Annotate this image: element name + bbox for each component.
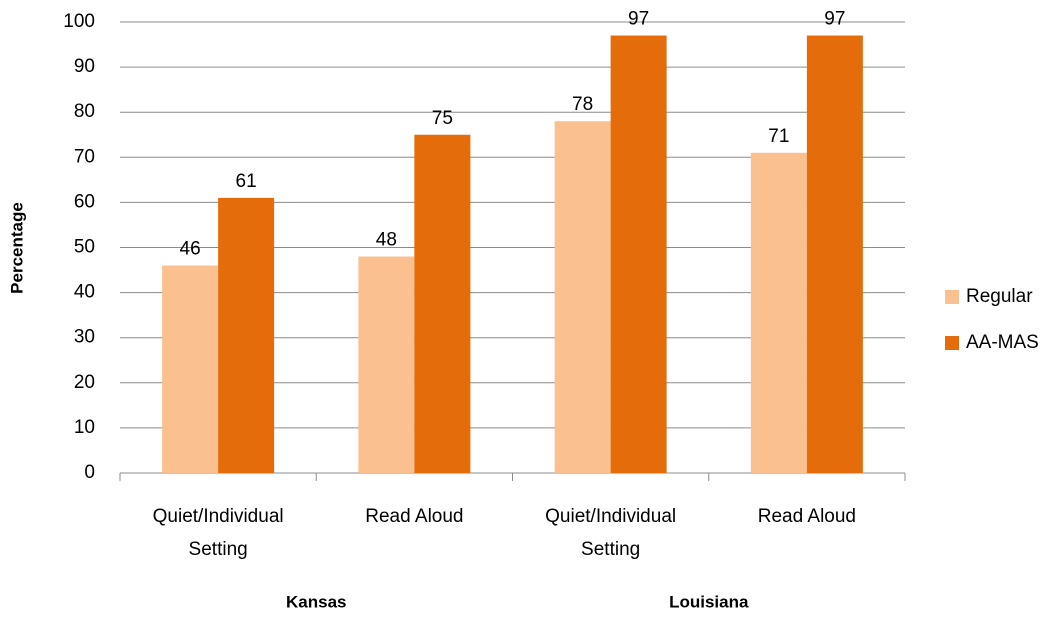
bar: [414, 134, 471, 473]
legend-label: Regular: [966, 286, 1033, 307]
x-tick-label: Setting: [189, 539, 248, 560]
y-tick-label: 100: [63, 11, 95, 32]
group-label: Louisiana: [669, 592, 749, 611]
y-axis-label: Percentage: [7, 202, 26, 294]
data-label: 97: [628, 9, 649, 30]
data-label: 71: [768, 126, 789, 147]
y-tick-label: 80: [74, 101, 95, 122]
y-tick-label: 90: [74, 56, 95, 77]
x-tick-label: Setting: [581, 539, 640, 560]
data-label: 46: [180, 239, 201, 260]
data-label: 61: [236, 171, 257, 192]
y-tick-label: 0: [84, 462, 95, 483]
y-tick-label: 30: [74, 327, 95, 348]
legend-swatch: [945, 290, 959, 304]
y-tick-label: 40: [74, 282, 95, 303]
bar: [218, 197, 275, 473]
y-tick-label: 10: [74, 417, 95, 438]
y-tick-label: 70: [74, 146, 95, 167]
x-tick-label: Quiet/Individual: [153, 506, 284, 527]
bar: [358, 256, 415, 473]
data-label: 78: [572, 94, 593, 115]
data-label: 75: [432, 108, 453, 129]
y-tick-label: 60: [74, 191, 95, 212]
bar: [162, 265, 219, 473]
legend-label: AA-MAS: [966, 332, 1039, 353]
data-label: 48: [376, 230, 397, 251]
bar: [750, 152, 807, 474]
data-label: 97: [824, 9, 845, 30]
bar: [554, 121, 611, 473]
group-label: Kansas: [286, 592, 346, 611]
bar: [806, 35, 863, 473]
y-tick-label: 50: [74, 237, 95, 258]
x-tick-label: Read Aloud: [758, 506, 856, 527]
x-tick-label: Read Aloud: [365, 506, 463, 527]
legend-swatch: [945, 336, 959, 350]
x-tick-label: Quiet/Individual: [545, 506, 676, 527]
y-tick-label: 20: [74, 372, 95, 393]
bar: [610, 35, 667, 473]
